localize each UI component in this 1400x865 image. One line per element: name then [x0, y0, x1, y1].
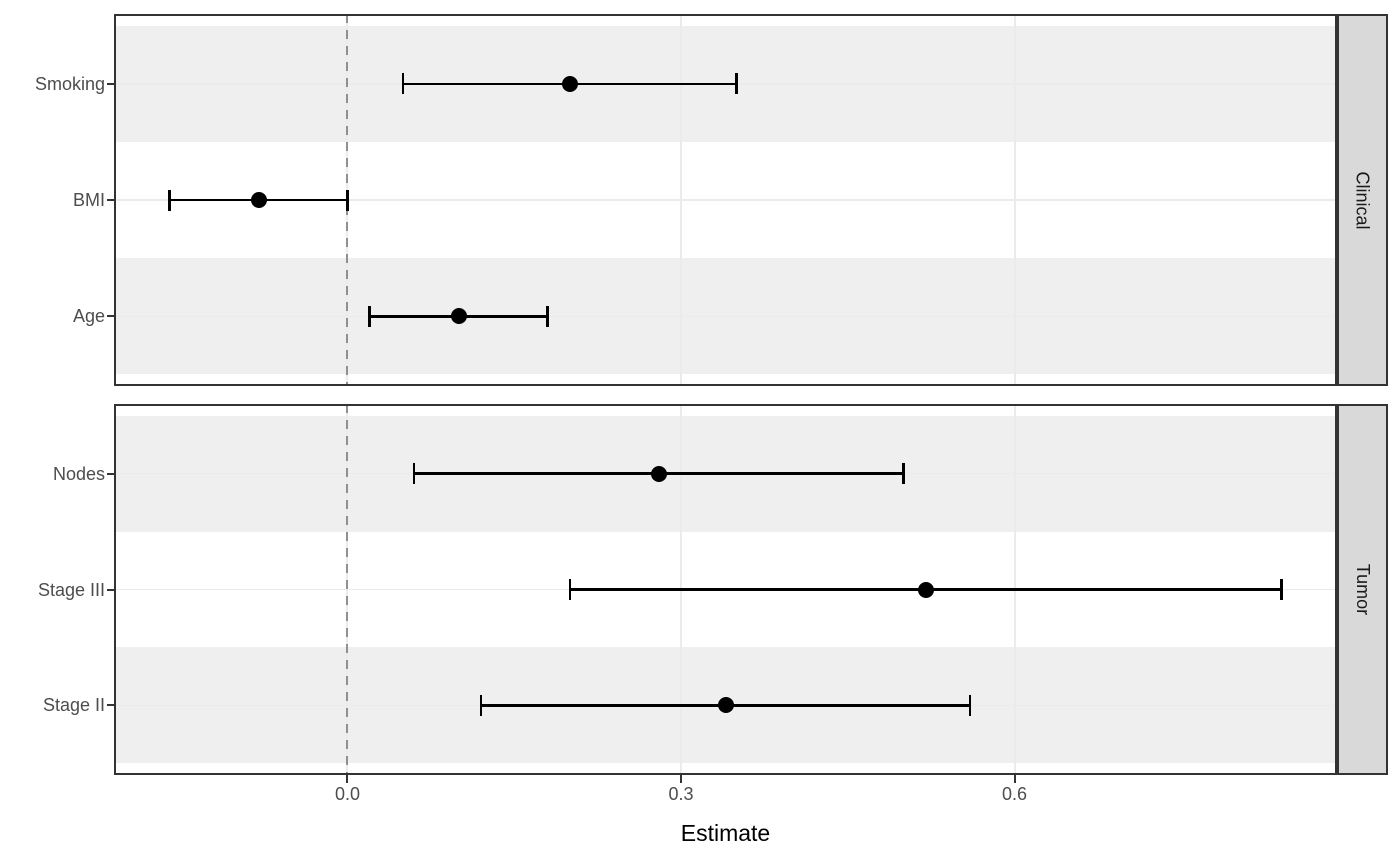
- y-axis-tick: [107, 315, 114, 318]
- ci-cap-right: [546, 305, 549, 327]
- facet-strip-label: Tumor: [1353, 563, 1373, 616]
- x-tick-label: 0.0: [334, 784, 360, 804]
- x-axis-tick: [680, 775, 683, 783]
- ci-cap-right: [968, 694, 972, 716]
- y-gridline: [114, 315, 1337, 317]
- ci-cap-right: [902, 463, 905, 485]
- x-tick-label: 0.6: [1002, 784, 1028, 804]
- point-estimate: [717, 697, 734, 714]
- y-axis-label: Age: [72, 306, 105, 327]
- x-tick-label: 0.3: [668, 784, 694, 804]
- ci-cap-left: [568, 579, 572, 600]
- ci-cap-left: [479, 694, 483, 716]
- ci-cap-left: [401, 73, 405, 95]
- y-axis-label: BMI: [72, 190, 105, 210]
- ci-cap-left: [168, 189, 171, 211]
- y-axis-tick: [107, 199, 114, 201]
- facet-strip-tumor: Tumor: [1337, 404, 1388, 775]
- facet-panel-clinical: [114, 14, 1337, 386]
- x-axis-tick: [346, 775, 349, 783]
- y-axis-label: Stage II: [42, 695, 105, 716]
- y-axis-label: Nodes: [52, 463, 105, 484]
- facet-strip-label: Clinical: [1353, 170, 1373, 230]
- y-axis-tick: [107, 588, 114, 591]
- point-estimate: [650, 465, 667, 482]
- y-gridline: [114, 199, 1337, 201]
- point-estimate: [450, 308, 467, 325]
- ci-cap-right: [1280, 579, 1283, 600]
- y-axis-label: Smoking: [34, 73, 105, 94]
- y-axis-tick: [107, 82, 114, 85]
- point-estimate: [917, 581, 934, 598]
- ci-cap-left: [368, 305, 371, 327]
- ci-cap-right: [346, 189, 349, 211]
- facet-panel-tumor: [114, 404, 1337, 775]
- ci-cap-right: [735, 73, 738, 95]
- facet-strip-clinical: Clinical: [1337, 14, 1388, 386]
- y-axis-tick: [107, 704, 114, 707]
- point-estimate: [250, 192, 267, 208]
- point-estimate: [561, 75, 578, 92]
- x-axis-title: Estimate: [680, 820, 771, 846]
- reference-line: [346, 404, 349, 775]
- y-axis-label: Stage III: [37, 579, 105, 600]
- y-axis-tick: [107, 472, 114, 475]
- ci-cap-left: [412, 463, 416, 485]
- x-axis-tick: [1013, 775, 1016, 783]
